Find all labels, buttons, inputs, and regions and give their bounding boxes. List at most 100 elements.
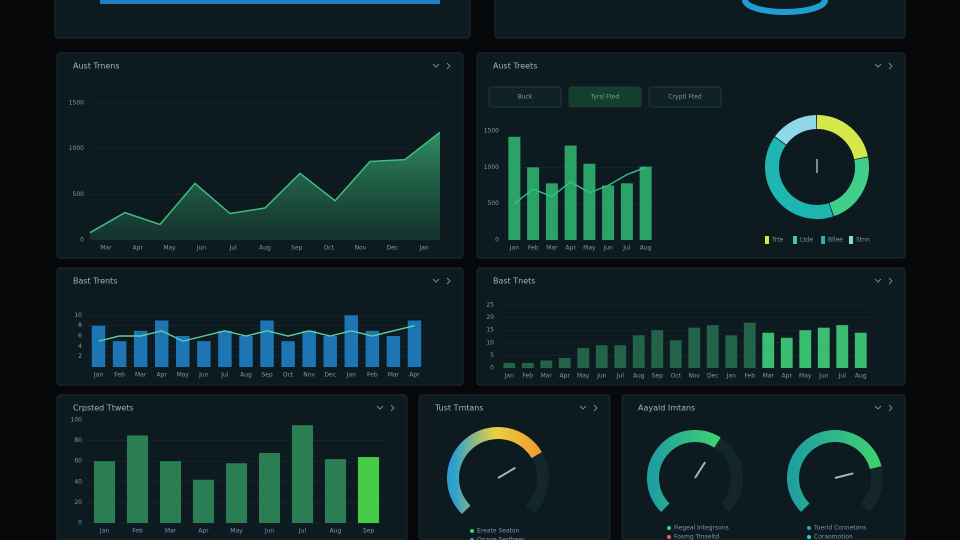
bar xyxy=(260,320,274,367)
x-tick-label: Jun xyxy=(596,373,607,380)
x-tick-label: Aug xyxy=(259,245,271,252)
bar xyxy=(281,341,295,367)
bar xyxy=(302,330,316,367)
bar xyxy=(258,452,281,523)
y-tick-label: 20 xyxy=(486,314,494,321)
line xyxy=(89,131,441,234)
x-tick-label: Aug xyxy=(633,373,645,380)
bar xyxy=(669,340,682,368)
legend-dot xyxy=(807,526,811,530)
bar xyxy=(688,327,701,368)
bar xyxy=(521,362,534,368)
line xyxy=(98,324,415,342)
gauge-value xyxy=(787,430,882,512)
panel-title: Bast Tnets xyxy=(493,277,535,286)
y-tick-label: 4 xyxy=(78,343,82,350)
y-tick-label: 80 xyxy=(74,437,82,444)
donut-slice xyxy=(829,157,869,217)
legend-label: Fiegeal Integrsons xyxy=(674,525,729,532)
x-tick-label: Jan xyxy=(504,373,514,380)
bar xyxy=(225,463,248,523)
y-tick-label: 1000 xyxy=(484,164,499,171)
x-tick-label: Feb xyxy=(522,373,533,380)
bar xyxy=(706,325,719,368)
bar xyxy=(651,330,664,368)
x-tick-label: Mar xyxy=(546,245,558,252)
y-tick-label: 1000 xyxy=(69,145,84,152)
tab-button[interactable] xyxy=(648,86,722,108)
x-tick-label: Jan xyxy=(418,245,428,252)
legend-label: Bllee xyxy=(828,237,843,244)
x-tick-label: Sep xyxy=(291,245,303,252)
x-tick-label: Jan xyxy=(726,373,736,380)
bar xyxy=(192,479,215,523)
panel-menu xyxy=(874,277,893,285)
tab-label: Tyrsl Fted xyxy=(590,94,620,101)
line xyxy=(513,166,646,205)
x-tick-label: Jun xyxy=(198,372,209,379)
bar xyxy=(112,341,127,367)
bar xyxy=(817,327,830,368)
bar xyxy=(323,336,337,367)
x-tick-label: Sep xyxy=(652,373,664,380)
x-tick-label: Jan xyxy=(93,372,103,379)
panel xyxy=(494,0,906,39)
panel-menu xyxy=(432,277,451,285)
bar xyxy=(577,347,590,368)
x-tick-label: Apr xyxy=(565,245,576,252)
bar xyxy=(836,325,849,368)
x-tick-label: Oct xyxy=(283,372,294,379)
y-tick-label: 100 xyxy=(71,417,83,424)
y-tick-label: 25 xyxy=(486,302,494,309)
y-tick-label: 15 xyxy=(486,327,494,334)
bar xyxy=(126,435,149,523)
bar xyxy=(527,167,540,240)
y-tick-label: 2 xyxy=(78,353,82,360)
panel-menu xyxy=(874,404,893,412)
legend-swatch xyxy=(849,236,853,244)
x-tick-label: Jan xyxy=(509,245,519,252)
x-tick-label: Feb xyxy=(114,372,125,379)
x-tick-label: Dec xyxy=(324,372,336,379)
x-tick-label: May xyxy=(230,528,243,535)
bar xyxy=(583,163,596,240)
x-tick-label: Apr xyxy=(409,372,420,379)
legend-label: Stnn xyxy=(856,237,870,244)
bar xyxy=(762,332,775,368)
legend-dot xyxy=(470,529,474,533)
y-tick-label: 0 xyxy=(490,365,494,372)
x-tick-label: Feb xyxy=(744,373,755,380)
x-tick-label: May xyxy=(577,373,590,380)
x-tick-label: Oct xyxy=(323,245,334,252)
bar xyxy=(386,336,401,367)
x-tick-label: Feb xyxy=(367,372,378,379)
tab-label: Cryptl Fted xyxy=(668,94,701,101)
y-tick-label: 0 xyxy=(78,520,82,527)
tab-button[interactable] xyxy=(488,86,562,108)
bar xyxy=(595,345,608,368)
x-tick-label: Jun xyxy=(264,528,275,535)
y-tick-label: 40 xyxy=(74,478,82,485)
donut-slice xyxy=(765,137,834,219)
y-tick-label: 0 xyxy=(495,237,499,244)
gauge-needle xyxy=(694,461,706,479)
y-tick-label: 500 xyxy=(73,191,85,198)
bar xyxy=(218,330,232,367)
x-tick-label: Jan xyxy=(346,372,356,379)
y-tick-label: 60 xyxy=(74,458,82,465)
bar xyxy=(239,336,253,367)
panel-title: Crpsted Ttwets xyxy=(73,404,134,413)
panel xyxy=(54,0,471,39)
x-tick-label: Jul xyxy=(616,373,625,380)
y-tick-label: 10 xyxy=(74,312,82,319)
bar xyxy=(197,341,211,367)
bar xyxy=(632,335,645,368)
x-tick-label: Dec xyxy=(386,245,398,252)
bar xyxy=(639,166,652,240)
x-tick-label: May xyxy=(583,245,596,252)
panel-title: Aust Trnens xyxy=(73,62,119,71)
x-tick-label: Jul xyxy=(838,373,847,380)
bar xyxy=(620,183,633,240)
tab-button[interactable] xyxy=(568,86,642,108)
x-tick-label: Apr xyxy=(782,373,793,380)
